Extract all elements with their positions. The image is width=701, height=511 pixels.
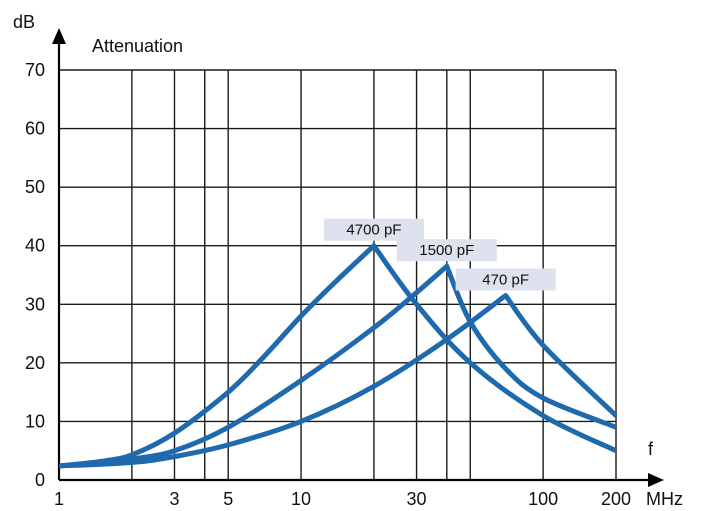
y-tick-label: 60 (25, 119, 45, 139)
x-tick-label: 30 (407, 489, 427, 509)
series-label-box (396, 239, 497, 262)
series-label-box (455, 268, 556, 291)
series-line-1 (59, 263, 616, 469)
tick-labels: 0 10 20 30 40 50 60 70 1 3 5 10 30 100 200 (25, 60, 631, 509)
y-tick-label: 0 (35, 470, 45, 490)
series-line-2 (59, 293, 616, 469)
series-label: 470 pF (482, 272, 529, 289)
y-axis-arrow (52, 28, 66, 44)
x-axis-arrow (648, 473, 664, 487)
series-label: 4700 pF (346, 222, 401, 239)
x-tick-label: 100 (528, 489, 558, 509)
series-labels: 4700 pF 1500 pF 470 pF (323, 218, 556, 291)
y-axis-label: Attenuation (92, 36, 183, 56)
x-tick-label: 5 (223, 489, 233, 509)
y-tick-label: 20 (25, 353, 45, 373)
y-axis-unit: dB (13, 12, 35, 32)
grid (59, 69, 617, 480)
x-tick-label: 1 (54, 489, 64, 509)
curves (59, 243, 616, 469)
y-tick-label: 10 (25, 411, 45, 431)
y-tick-label: 30 (25, 294, 45, 314)
y-tick-label: 70 (25, 60, 45, 80)
x-tick-label: 200 (601, 489, 631, 509)
series-label: 1500 pF (419, 242, 474, 259)
y-tick-label: 50 (25, 177, 45, 197)
x-tick-label: 3 (169, 489, 179, 509)
x-tick-label: 10 (291, 489, 311, 509)
series-line-0 (59, 243, 616, 469)
series-label-box (323, 218, 424, 241)
x-axis-unit: MHz (646, 489, 683, 509)
axes (52, 28, 664, 487)
x-axis-label: f (648, 439, 654, 459)
y-tick-label: 40 (25, 236, 45, 256)
